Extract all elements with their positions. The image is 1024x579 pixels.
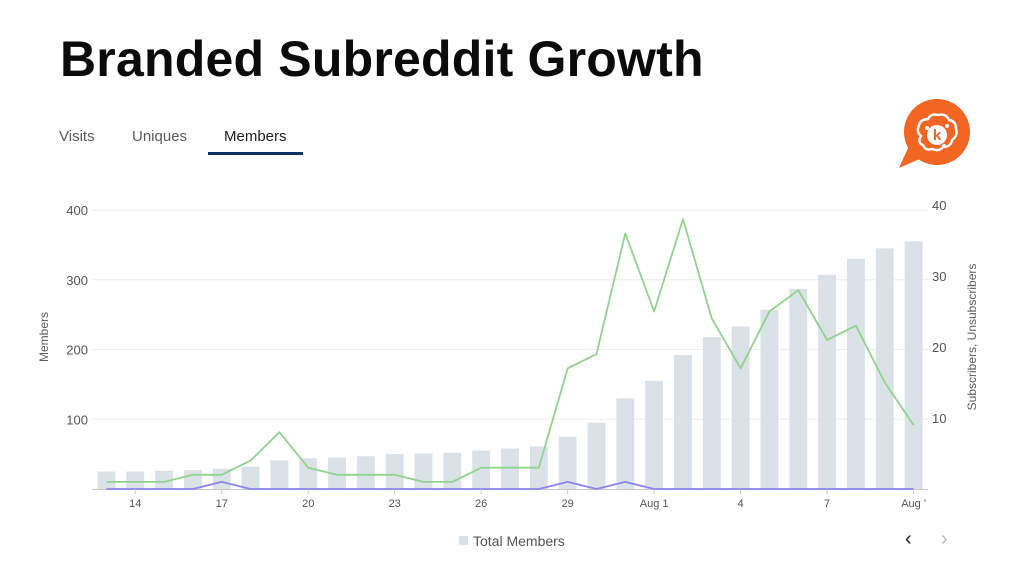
bar[interactable] bbox=[241, 466, 260, 489]
logo-node bbox=[945, 124, 949, 128]
page-title: Branded Subreddit Growth bbox=[60, 31, 704, 87]
chart-grid bbox=[92, 209, 928, 420]
tab-members[interactable]: Members bbox=[208, 124, 303, 155]
bar[interactable] bbox=[328, 457, 346, 489]
y2-tick-label: 40 bbox=[932, 198, 946, 213]
bar[interactable] bbox=[818, 274, 837, 489]
logo-letter: k bbox=[933, 127, 942, 144]
bar[interactable] bbox=[212, 468, 231, 489]
bar[interactable] bbox=[472, 450, 491, 489]
tab-visits[interactable]: Visits bbox=[59, 128, 95, 145]
logo-inner-circle bbox=[927, 125, 947, 145]
bar[interactable] bbox=[846, 258, 865, 489]
brain-k-logo-icon: k bbox=[899, 99, 970, 168]
bar[interactable] bbox=[126, 471, 145, 489]
x-tick-label: 20 bbox=[302, 498, 314, 510]
bar[interactable] bbox=[875, 248, 894, 489]
next-page-button[interactable]: › bbox=[941, 528, 948, 550]
bar[interactable] bbox=[789, 288, 808, 489]
bar[interactable] bbox=[731, 326, 750, 489]
bar[interactable] bbox=[385, 454, 404, 489]
x-axis-ticks: 14 17 20 23 26 29 Aug 1 4 7 Aug ' bbox=[129, 489, 926, 510]
x-tick-label: 29 bbox=[562, 498, 574, 510]
x-tick-label: Aug ' bbox=[901, 498, 926, 510]
bar[interactable] bbox=[183, 470, 202, 489]
x-tick-label: 17 bbox=[216, 498, 228, 510]
tab-uniques[interactable]: Uniques bbox=[132, 128, 188, 145]
bar[interactable] bbox=[299, 458, 318, 489]
bar[interactable] bbox=[97, 471, 116, 489]
y-tick-label: 200 bbox=[66, 343, 88, 358]
bar[interactable] bbox=[356, 456, 375, 489]
bar[interactable] bbox=[587, 422, 606, 489]
bar[interactable] bbox=[270, 460, 289, 489]
y2-axis-ticks: 10 20 30 40 bbox=[932, 198, 946, 426]
y-tick-label: 400 bbox=[66, 203, 88, 218]
member-bars bbox=[97, 241, 923, 489]
x-tick-label: 14 bbox=[129, 498, 141, 510]
y2-tick-label: 30 bbox=[932, 269, 946, 284]
bar[interactable] bbox=[155, 470, 174, 489]
bar[interactable] bbox=[558, 436, 577, 489]
logo-node bbox=[925, 126, 929, 130]
y-tick-label: 100 bbox=[66, 412, 88, 427]
x-tick-label: 26 bbox=[475, 498, 487, 510]
bar[interactable] bbox=[501, 448, 519, 489]
y-tick-label: 300 bbox=[66, 273, 88, 288]
bar[interactable] bbox=[702, 336, 721, 489]
bar[interactable] bbox=[616, 398, 635, 489]
logo-node bbox=[942, 144, 946, 148]
series-lines bbox=[106, 218, 915, 490]
y2-tick-label: 20 bbox=[932, 340, 946, 355]
bar[interactable] bbox=[674, 355, 692, 489]
y2-tick-label: 10 bbox=[932, 411, 946, 426]
x-tick-label: 23 bbox=[389, 498, 401, 510]
y-axis-ticks: 100 200 300 400 bbox=[66, 203, 88, 427]
legend-swatch bbox=[459, 536, 468, 545]
bar[interactable] bbox=[760, 309, 779, 489]
series-line[interactable] bbox=[106, 218, 915, 483]
logo-brain-outline bbox=[916, 113, 958, 152]
y-axis-label: Members bbox=[37, 312, 51, 362]
x-tick-label: 4 bbox=[738, 498, 744, 510]
bar[interactable] bbox=[645, 380, 664, 489]
bar[interactable] bbox=[414, 453, 433, 489]
bar[interactable] bbox=[443, 452, 462, 489]
legend-label[interactable]: Total Members bbox=[473, 533, 565, 549]
x-tick-label: Aug 1 bbox=[640, 498, 669, 510]
logo-speech-tail bbox=[899, 148, 922, 168]
y2-axis-label: Subscribers, Unsubscribers bbox=[965, 264, 979, 411]
x-tick-label: 7 bbox=[824, 498, 830, 510]
bar[interactable] bbox=[904, 241, 923, 489]
series-line[interactable] bbox=[106, 480, 914, 490]
prev-page-button[interactable]: ‹ bbox=[905, 528, 912, 550]
